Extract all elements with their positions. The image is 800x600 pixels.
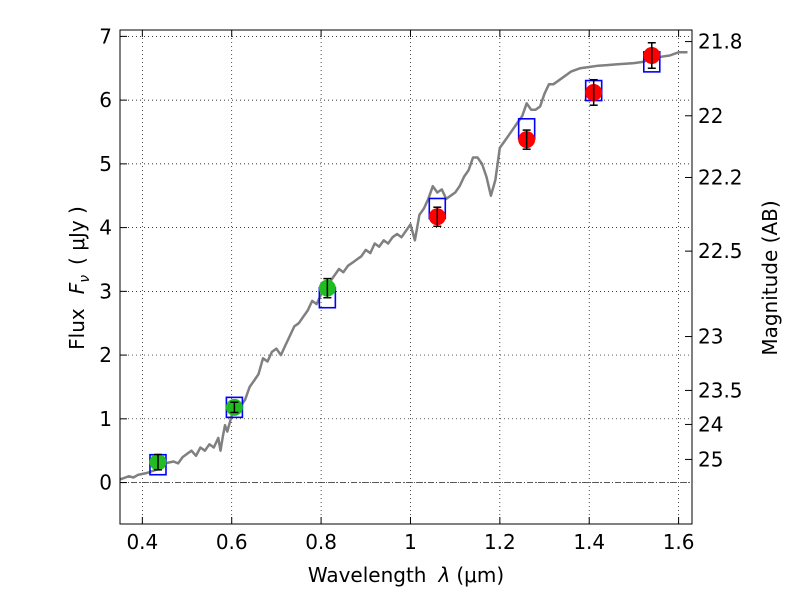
- y2-tick-labels: 21.8 22 22.2 22.5 23 23.5 24 25: [698, 30, 743, 472]
- x-tick-labels: 0.4 0.6 0.8 1 1.2 1.4 1.6: [126, 530, 694, 554]
- y-tick-label: 5: [99, 152, 112, 176]
- x-tick-label: 1.4: [573, 530, 605, 554]
- y2-tick-label: 22.5: [698, 239, 743, 263]
- y2-tick-label: 22.2: [698, 165, 743, 189]
- y2-tick-label: 21.8: [698, 30, 743, 54]
- y-tick-labels: 0 1 2 3 4 5 6 7: [99, 24, 112, 494]
- x-tick-label: 0.4: [126, 530, 158, 554]
- y-tick-label: 1: [99, 407, 112, 431]
- y2-tick-label: 24: [698, 412, 723, 436]
- y2-tick-label: 22: [698, 104, 723, 128]
- x-tick-label: 1.2: [484, 530, 516, 554]
- y-tick-label: 6: [99, 88, 112, 112]
- x-tick-label: 1.6: [663, 530, 695, 554]
- y2-tick-label: 23.5: [698, 378, 743, 402]
- y-tick-label: 3: [99, 279, 112, 303]
- y2-tick-label: 23: [698, 325, 723, 349]
- x-tick-label: 0.8: [305, 530, 337, 554]
- tick-marks: [120, 30, 692, 524]
- y2-tick-label: 25: [698, 447, 723, 471]
- y-tick-label: 2: [99, 343, 112, 367]
- x-tick-label: 0.6: [216, 530, 248, 554]
- model-spectrum-line: [119, 51, 688, 481]
- axes-frame: [119, 29, 693, 525]
- plot-area: [119, 41, 688, 481]
- x-axis-title: Wavelength λ (μm): [308, 563, 504, 587]
- observed-photometry: [149, 41, 661, 471]
- y-axis-title: FluxFν( μJy ): [65, 206, 93, 350]
- y2-axis-title: Magnitude (AB): [758, 200, 782, 355]
- y-tick-label: 0: [99, 471, 112, 495]
- x-tick-label: 1: [404, 530, 417, 554]
- y-tick-label: 7: [99, 24, 112, 48]
- y-tick-label: 4: [99, 216, 112, 240]
